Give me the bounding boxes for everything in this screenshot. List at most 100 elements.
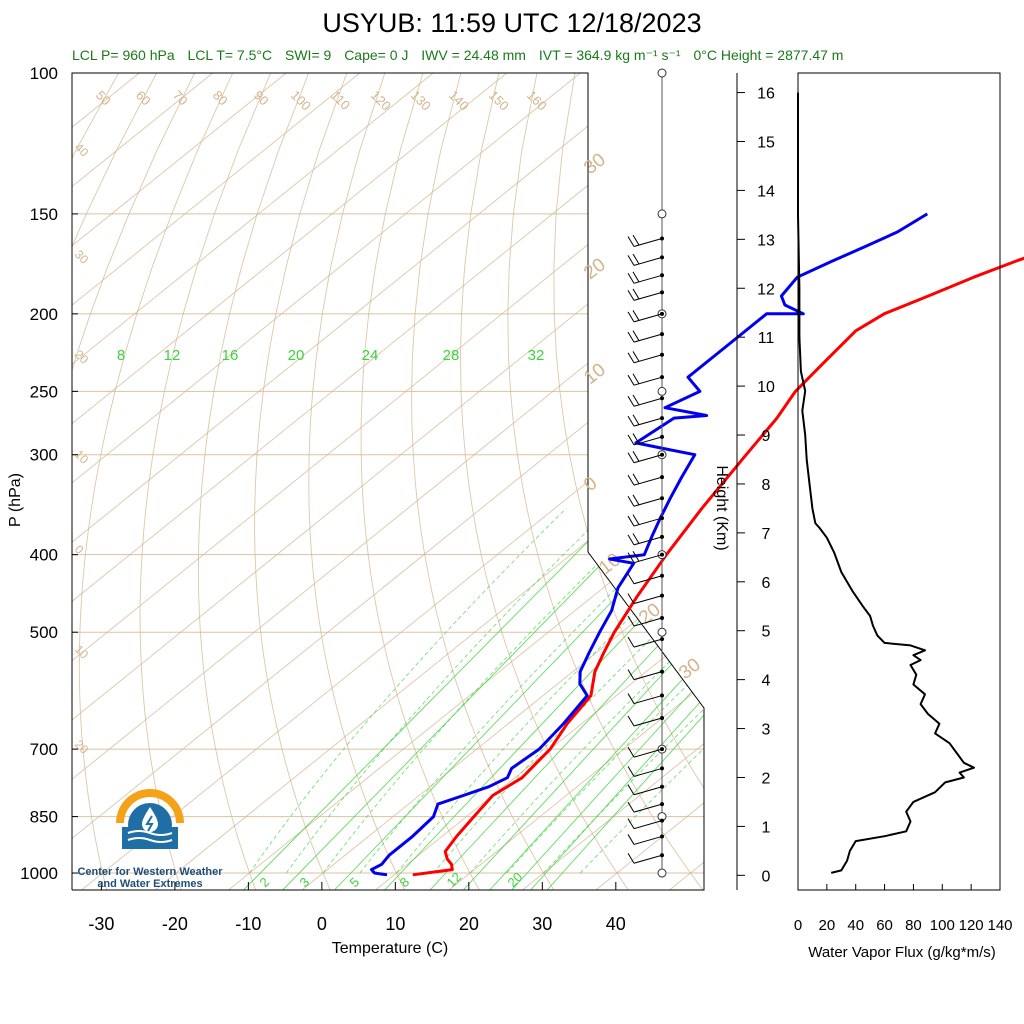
wind-barb	[627, 551, 663, 564]
temperature-profile	[412, 256, 1024, 877]
dry-adiabat-label-left: 20	[72, 737, 92, 757]
wind-barb-flag	[627, 834, 635, 845]
wind-barb	[627, 473, 663, 486]
flux-axes-frame	[797, 72, 1001, 891]
wind-barb-flag	[627, 273, 635, 284]
mixing-ratio-label-bottom: 5	[347, 874, 363, 890]
wind-barb-flag	[627, 615, 635, 627]
wind-barb	[627, 253, 663, 266]
height-tick-label: 8	[762, 477, 771, 494]
wind-barb-flag	[632, 271, 640, 283]
isotherm-label: 50	[93, 88, 114, 109]
freezing-height: 0°C Height = 2877.47 m	[693, 47, 844, 63]
height-tick-label: 13	[757, 232, 775, 249]
wind-level-ring	[657, 627, 667, 637]
dry-adiabat-line	[254, 73, 348, 890]
wind-barb-flag	[627, 290, 635, 301]
wind-barb-flag	[627, 374, 635, 386]
height-axis-label: Height (Km)	[713, 465, 730, 550]
height-tick-label: 0	[762, 868, 771, 885]
skew-t-panel: 50 60 70 80 90 100 110 120 130 140 150 160403020100…	[7, 64, 1024, 957]
height-tick-label: 10	[757, 379, 775, 396]
wind-barb-shaft	[633, 671, 663, 681]
wind-level-ring	[657, 386, 667, 396]
isotherm-label: 150	[486, 88, 512, 114]
wind-barb-shaft	[633, 748, 663, 758]
moist-adiabat-line	[543, 507, 704, 874]
wind-barb-shaft	[633, 854, 663, 864]
wind-barb-flag	[627, 415, 635, 427]
mixing-ratio-label-bottom: 2	[257, 874, 273, 890]
dry-adiabat-line	[553, 73, 704, 890]
mixing-ratio-line	[489, 362, 704, 890]
dry-adiabat-line	[917, 73, 1024, 890]
isotherm-line	[72, 73, 654, 890]
wind-barb-flag	[627, 746, 635, 758]
wind-barb-flag	[632, 414, 640, 425]
wind-barb	[627, 784, 663, 796]
wind-barb-shaft	[633, 717, 663, 727]
wind-barb-flag	[627, 236, 635, 247]
dry-adiabat-line	[78, 73, 234, 890]
wind-barb-shaft	[633, 695, 663, 705]
wind-barb	[627, 451, 663, 464]
wind-barb-shaft	[633, 397, 663, 407]
wind-barb-flag	[627, 434, 635, 446]
wind-barb	[627, 514, 663, 527]
moist-adiabat-line	[322, 507, 655, 874]
wind-barb-shaft	[633, 274, 663, 284]
dry-adiabat-label-left: 30	[72, 247, 92, 267]
wind-barb-flag	[627, 395, 635, 407]
wind-barb	[627, 330, 663, 343]
wind-barb-flag	[632, 310, 640, 321]
wind-barb	[627, 615, 663, 627]
flux-x-axis-label: Water Vapor Flux (g/kg*m/s)	[808, 944, 996, 961]
wind-barb-flag	[627, 515, 635, 527]
isotherm-line	[743, 73, 1024, 890]
dry-adiabat-label-right: 30	[675, 654, 705, 684]
wind-barb	[627, 288, 663, 301]
height-tick-label: 4	[762, 673, 771, 690]
wind-barb-flag	[632, 494, 640, 506]
isotherm-line	[522, 73, 704, 890]
height-tick-label: 9	[762, 428, 771, 445]
wind-barb	[627, 573, 663, 585]
flux-x-tick-label: 120	[959, 917, 984, 934]
wind-barb-flag	[627, 818, 635, 829]
height-tick-label: 15	[757, 134, 775, 151]
y-tick-label: 300	[30, 446, 58, 465]
wind-level-ring	[657, 868, 667, 878]
mixing-ratio-line	[462, 362, 704, 890]
wind-level-ring	[657, 209, 667, 219]
wind-barb-shaft	[633, 803, 663, 813]
height-tick-label: 14	[757, 183, 775, 200]
dry-adiabat-line	[360, 73, 480, 890]
dry-adiabat-label-left: 40	[72, 140, 92, 160]
wind-barb-flag	[627, 801, 635, 813]
isotherm-line	[72, 73, 434, 890]
isotherm-label: 110	[328, 88, 353, 113]
y-tick-label: 100	[30, 64, 58, 83]
wind-barb-flag	[632, 373, 640, 385]
height-tick-label: 3	[762, 722, 771, 739]
y-tick-label: 1000	[20, 864, 58, 883]
moist-adiabat-line	[579, 507, 704, 874]
flux-x-tick-label: 0	[794, 917, 802, 934]
y-tick-label: 500	[30, 623, 58, 642]
mixing-ratio-line	[282, 362, 704, 890]
mixing-ratio-label-top: 32	[528, 347, 545, 364]
wind-barb-flag	[632, 551, 640, 562]
wind-barb-flag	[627, 573, 635, 584]
flux-x-tick-label: 40	[847, 917, 864, 934]
isotherm-line	[72, 73, 581, 890]
isotherm-line	[448, 73, 704, 890]
wind-barb-flag	[632, 394, 640, 406]
logo-caption-line2: and Water Extremes	[97, 878, 203, 890]
swi-value: SWI= 9	[285, 47, 332, 63]
wind-barb-shaft	[633, 835, 663, 845]
isotherm-label: 120	[368, 88, 394, 114]
height-tick-label: 12	[757, 281, 775, 298]
x-tick-label: 0	[317, 914, 327, 934]
chart-title: USYUB: 11:59 UTC 12/18/2023	[322, 8, 702, 38]
